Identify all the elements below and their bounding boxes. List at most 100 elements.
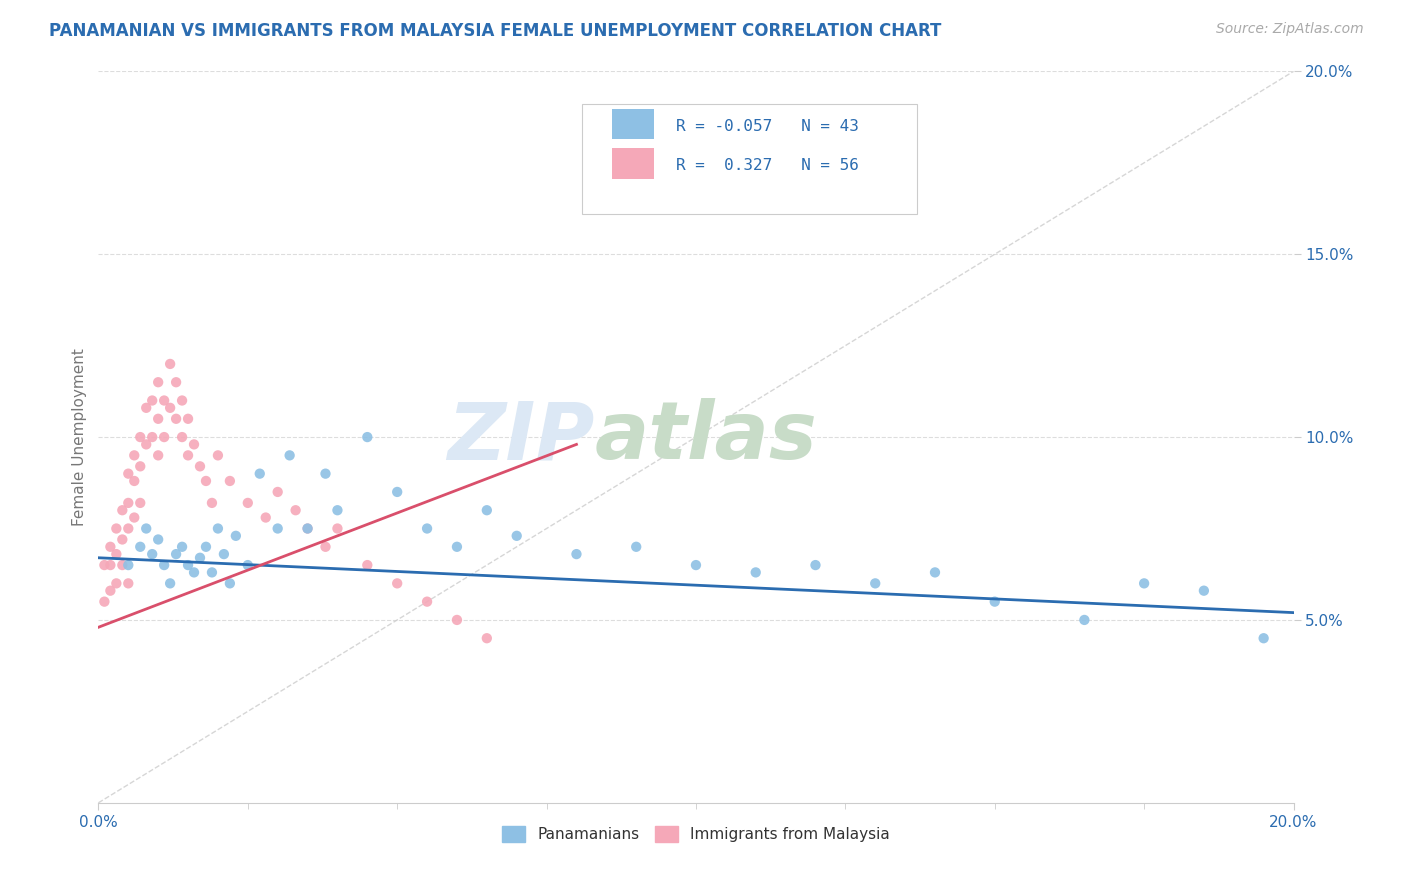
Point (153, 558, 176, 573)
Point (98, 558, 122, 573)
Point (124, 510, 146, 524)
Point (207, 521, 229, 535)
Point (165, 375, 187, 389)
Point (148, 448, 170, 462)
Point (117, 558, 139, 573)
Point (153, 430, 176, 444)
Point (356, 430, 378, 444)
Point (685, 558, 707, 573)
Point (135, 521, 157, 535)
Point (315, 540, 337, 554)
Point (177, 448, 200, 462)
Point (124, 474, 146, 488)
Point (159, 401, 181, 415)
Point (745, 566, 768, 580)
Point (446, 613, 468, 627)
Point (135, 401, 157, 415)
Point (267, 521, 290, 535)
Point (219, 474, 242, 488)
Point (195, 540, 218, 554)
Point (148, 533, 170, 547)
Point (865, 576, 887, 591)
Point (117, 496, 139, 510)
Point (183, 437, 205, 451)
Point (98, 583, 122, 598)
Point (225, 529, 247, 543)
Point (141, 393, 163, 408)
Point (93, 558, 115, 573)
Point (297, 521, 319, 535)
Point (236, 558, 259, 573)
Point (172, 540, 194, 554)
Point (207, 448, 229, 462)
Point (172, 393, 194, 408)
Point (105, 547, 128, 561)
Point (254, 510, 277, 524)
Point (159, 576, 181, 591)
Point (984, 594, 1007, 608)
Point (219, 576, 242, 591)
Point (129, 540, 152, 554)
Point (129, 496, 152, 510)
Point (172, 430, 194, 444)
Point (446, 540, 468, 554)
Point (177, 558, 200, 573)
Text: Source: ZipAtlas.com: Source: ZipAtlas.com (1216, 22, 1364, 37)
Point (159, 357, 181, 371)
Point (267, 485, 290, 500)
Bar (613, 109, 654, 139)
Point (356, 558, 378, 573)
Point (565, 547, 588, 561)
Point (135, 437, 157, 451)
Point (1192, 583, 1215, 598)
Point (212, 547, 235, 561)
Text: ZIP: ZIP (447, 398, 595, 476)
Text: atlas: atlas (595, 398, 817, 476)
Point (297, 521, 319, 535)
Legend: Panamanians, Immigrants from Malaysia: Panamanians, Immigrants from Malaysia (495, 819, 897, 850)
Text: R = -0.057   N = 43: R = -0.057 N = 43 (676, 119, 859, 134)
Point (105, 576, 128, 591)
Point (105, 521, 128, 535)
Point (188, 550, 211, 565)
Point (626, 540, 648, 554)
Y-axis label: Female Unemployment: Female Unemployment (72, 348, 87, 526)
Point (183, 566, 205, 580)
Point (111, 558, 134, 573)
Point (278, 448, 301, 462)
Point (924, 566, 946, 580)
Point (141, 547, 163, 561)
Point (148, 375, 170, 389)
Point (129, 430, 152, 444)
Point (506, 529, 529, 543)
Point (117, 521, 139, 535)
Point (141, 430, 163, 444)
Point (1133, 576, 1156, 591)
Point (153, 393, 176, 408)
Point (124, 448, 146, 462)
Bar (613, 148, 654, 179)
Point (111, 533, 134, 547)
Point (1253, 632, 1275, 646)
Point (416, 521, 439, 535)
Point (804, 558, 827, 573)
Point (416, 594, 439, 608)
Point (117, 576, 139, 591)
Point (1073, 613, 1095, 627)
Point (93, 594, 115, 608)
Point (315, 467, 337, 481)
FancyBboxPatch shape (582, 104, 917, 214)
Point (188, 459, 211, 474)
Point (165, 412, 187, 426)
Point (249, 467, 271, 481)
Point (326, 503, 349, 517)
Point (201, 566, 224, 580)
Point (475, 632, 498, 646)
Point (201, 496, 224, 510)
Point (475, 503, 498, 517)
Text: R =  0.327   N = 56: R = 0.327 N = 56 (676, 158, 859, 173)
Point (195, 474, 218, 488)
Point (385, 576, 409, 591)
Point (326, 521, 349, 535)
Point (165, 547, 187, 561)
